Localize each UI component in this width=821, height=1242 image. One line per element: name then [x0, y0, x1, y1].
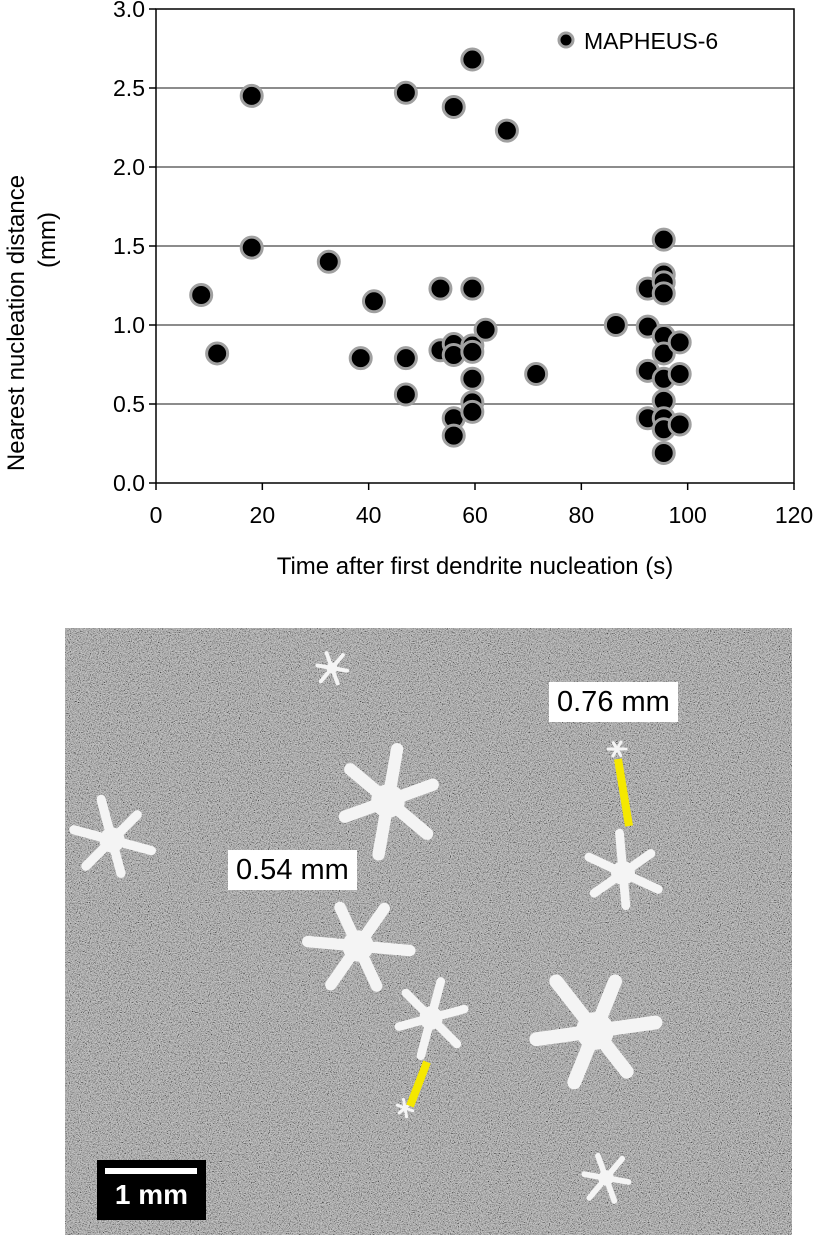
dendrite-crystal: [69, 794, 156, 878]
legend-marker: [557, 31, 575, 49]
x-axis-title: Time after first dendrite nucleation (s): [277, 553, 674, 580]
data-point: [441, 423, 466, 448]
data-point: [603, 313, 628, 337]
plot-frame: [155, 8, 795, 484]
dendrite-micrograph: 0.76 mm 0.54 mm 1 mm: [65, 628, 792, 1235]
x-tick-label: 60: [462, 502, 488, 528]
data-points: [189, 47, 692, 465]
y-tick-label: 0.0: [113, 470, 145, 496]
legend-label: MAPHEUS-6: [584, 28, 718, 54]
data-point: [651, 281, 676, 306]
micrograph-image: [65, 628, 792, 1235]
data-point: [393, 346, 418, 371]
dendrite-crystal: [315, 651, 350, 686]
data-point: [460, 47, 485, 72]
axes: [149, 8, 795, 490]
data-point: [651, 440, 676, 465]
x-tick-label: 80: [569, 502, 595, 528]
x-tick-label: 120: [775, 502, 813, 528]
y-tick-label: 2.0: [113, 154, 145, 180]
dendrite-crystals: [69, 651, 663, 1204]
data-point: [441, 94, 466, 119]
dendrite-crystal: [581, 1152, 632, 1204]
y-axis-unit: (mm): [34, 212, 61, 268]
scale-bar-label: 1 mm: [114, 1179, 189, 1210]
dendrite-crystal: [529, 974, 663, 1090]
data-point: [667, 330, 692, 355]
dendrite-crystal: [394, 977, 469, 1060]
data-point: [348, 346, 373, 371]
measure-line-upper: [614, 758, 633, 827]
dendrite-crystal: [338, 742, 439, 861]
y-axis-title: Nearest nucleation distance: [3, 175, 30, 471]
data-point: [667, 361, 692, 386]
y-tick-label: 1.5: [113, 233, 145, 259]
tick-labels: 0.0 0.5 1.0 1.5 2.0 2.5 3.0 0 20 40 60 80 100 120: [113, 0, 813, 528]
dendrite-crystal: [584, 828, 663, 911]
data-point: [667, 412, 692, 437]
scale-bar-line: [105, 1168, 197, 1174]
data-point: [460, 399, 485, 424]
data-point: [189, 282, 214, 307]
data-point: [473, 317, 498, 342]
data-point: [460, 339, 485, 364]
data-point: [239, 83, 264, 108]
x-tick-label: 100: [668, 502, 706, 528]
data-point: [316, 249, 341, 274]
data-point: [460, 366, 485, 391]
measure-line-lower: [406, 1060, 431, 1108]
scale-bar: 1 mm: [97, 1160, 206, 1220]
y-tick-label: 1.0: [113, 312, 145, 338]
dendrite-crystal: [302, 901, 416, 992]
data-point: [393, 80, 418, 105]
dendrite-crystal: [606, 740, 628, 758]
data-point: [651, 227, 676, 252]
data-point: [651, 341, 676, 366]
x-tick-label: 20: [250, 502, 276, 528]
x-tick-label: 0: [150, 502, 163, 528]
scatter-chart: 0.0 0.5 1.0 1.5 2.0 2.5 3.0 0 20 40 60 80 100 120 Tim…: [3, 0, 813, 580]
y-tick-label: 2.5: [113, 75, 145, 101]
data-point: [205, 341, 230, 366]
data-point: [393, 382, 418, 407]
dendrite-crystal: [395, 1097, 415, 1119]
y-tick-label: 3.0: [113, 0, 145, 22]
data-point: [361, 289, 386, 314]
data-point: [428, 276, 453, 301]
data-point: [524, 361, 549, 386]
distance-label-lower: 0.54 mm: [228, 850, 357, 890]
data-point: [239, 235, 264, 260]
x-tick-label: 40: [356, 502, 382, 528]
data-point: [460, 276, 485, 301]
y-tick-label: 0.5: [113, 391, 145, 417]
distance-label-upper: 0.76 mm: [549, 682, 678, 722]
data-point: [494, 118, 519, 143]
legend: MAPHEUS-6: [557, 28, 718, 54]
